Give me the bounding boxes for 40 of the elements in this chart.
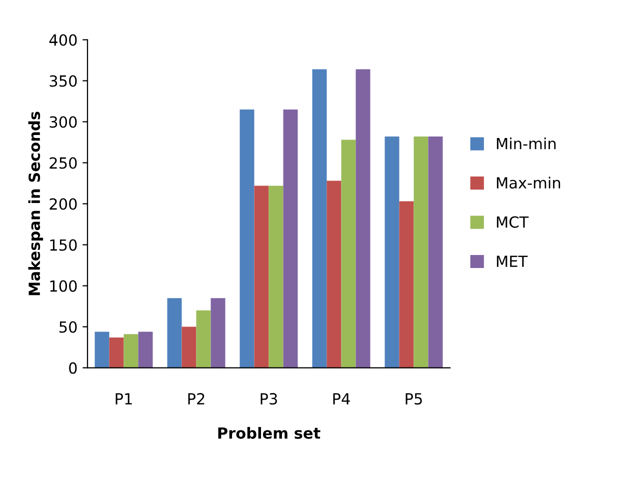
y-tick-label: 50 xyxy=(60,321,77,333)
bar xyxy=(167,298,182,368)
y-tick-label: 400 xyxy=(49,34,77,46)
bar xyxy=(196,310,211,368)
bar xyxy=(341,140,356,368)
legend-label: MET xyxy=(496,256,528,267)
legend-label: MCT xyxy=(496,216,529,228)
bar xyxy=(356,69,370,368)
x-axis-title: Problem set xyxy=(218,427,320,439)
y-tick-label: 350 xyxy=(50,75,77,87)
bar xyxy=(384,136,400,368)
bar xyxy=(210,298,226,368)
bar xyxy=(94,332,110,368)
bar xyxy=(124,334,138,368)
bar xyxy=(283,109,298,368)
bar xyxy=(254,186,269,368)
bar xyxy=(399,201,414,368)
x-tick-label: P1 xyxy=(116,393,132,404)
bar xyxy=(428,136,443,368)
y-tick-label: 250 xyxy=(50,157,77,169)
bar xyxy=(109,337,124,368)
x-tick-label: P5 xyxy=(406,393,422,405)
y-tick-label: 300 xyxy=(50,116,77,128)
y-tick-label: 100 xyxy=(50,280,77,292)
y-tick-label: 150 xyxy=(50,239,77,251)
bar xyxy=(312,69,327,368)
bar xyxy=(326,180,342,368)
bar xyxy=(138,332,153,368)
x-tick-label: P4 xyxy=(333,393,350,404)
y-axis-title: Makespan in Seconds xyxy=(28,112,44,296)
bar xyxy=(414,136,428,368)
bar xyxy=(240,109,254,368)
y-tick-label: 0 xyxy=(69,362,77,374)
legend-label: Min-min xyxy=(496,138,556,150)
bar xyxy=(182,326,196,368)
legend-label: Max-min xyxy=(496,176,560,189)
bar xyxy=(268,186,284,368)
y-tick-label: 200 xyxy=(50,198,77,210)
x-tick-label: P2 xyxy=(188,393,204,404)
x-tick-label: P3 xyxy=(260,393,277,405)
